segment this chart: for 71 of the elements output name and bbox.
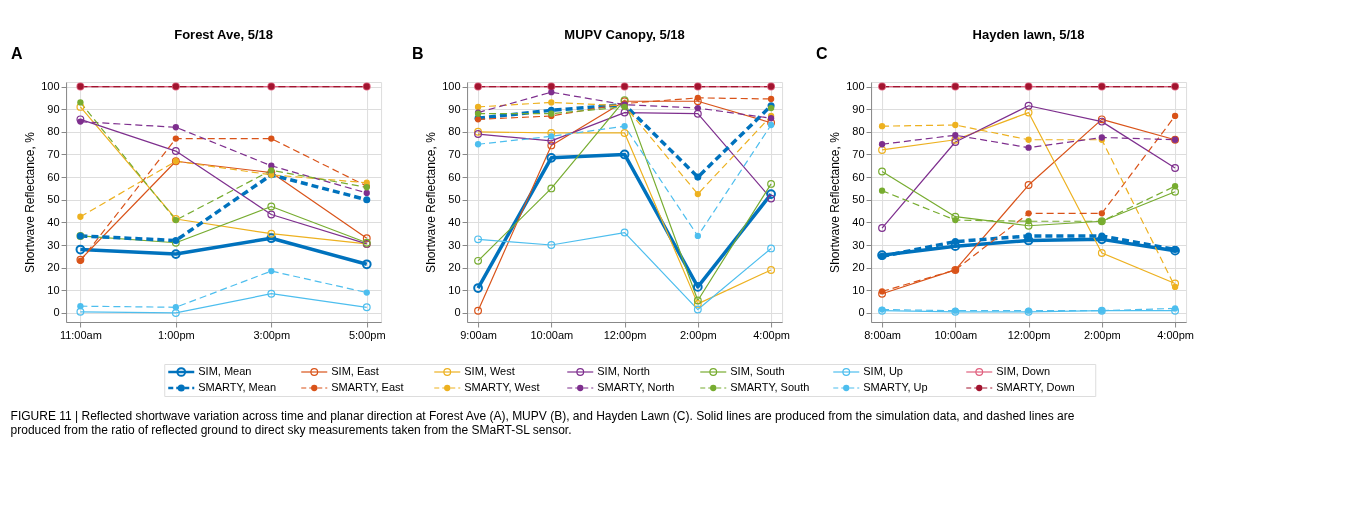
- y-tick-label: 40: [852, 215, 865, 228]
- legend-label: SMARTY, East: [331, 381, 404, 393]
- y-tick-label: 80: [448, 125, 461, 138]
- legend-label: SIM, East: [331, 365, 379, 377]
- y-tick-label: 20: [47, 261, 60, 274]
- y-tick-label: 100: [41, 80, 60, 93]
- y-tick-label: 60: [47, 170, 60, 183]
- chart-title: Hayden lawn, 5/18: [972, 27, 1085, 42]
- x-tick-label: 4:00pm: [1157, 328, 1194, 341]
- y-tick-label: 50: [448, 193, 461, 206]
- chart-title: Forest Ave, 5/18: [174, 27, 273, 42]
- text: B: [412, 45, 424, 62]
- chart-title: MUPV Canopy, 5/18: [564, 27, 685, 42]
- x-tick-label: 1:00pm: [157, 328, 195, 341]
- y-tick-label: 40: [448, 215, 461, 228]
- legend-label: SMARTY, Up: [863, 381, 928, 393]
- y-axis-title: Shortwave Reflectance, %: [23, 131, 38, 273]
- y-tick-label: 90: [448, 102, 461, 115]
- y-tick-label: 20: [448, 261, 461, 274]
- legend-label: SIM, Down: [996, 365, 1051, 377]
- y-tick-label: 10: [852, 283, 865, 296]
- y-tick-label: 80: [852, 125, 865, 138]
- text: C: [816, 45, 829, 62]
- x-tick-label: 5:00pm: [348, 328, 386, 341]
- y-tick-label: 30: [47, 238, 60, 251]
- x-tick-label: 8:00am: [864, 328, 901, 341]
- y-tick-label: 10: [47, 283, 60, 296]
- x-tick-label: 4:00pm: [753, 328, 790, 341]
- legend-label: SMARTY, West: [464, 381, 540, 393]
- legend-label: SMARTY, North: [597, 381, 675, 393]
- caption: FIGURE 11 | Reflected shortwave variation across time and planar direction at Forest Ave (A), MUPV (B), and Hayden Lawn (C). Solid lines are produced from the simulation data, and dashed lines are produced from the ratio of reflected ground to direct sky measurements taken from the SMaRT-SL sensor.: [10, 408, 1075, 437]
- text: A: [11, 45, 24, 62]
- y-tick-label: 40: [47, 215, 60, 228]
- y-tick-label: 70: [448, 147, 461, 160]
- x-tick-label: 12:00pm: [1007, 328, 1051, 341]
- x-tick-label: 12:00pm: [603, 328, 647, 341]
- y-tick-label: 30: [448, 238, 461, 251]
- y-tick-label: 30: [852, 238, 865, 251]
- x-tick-label: 3:00pm: [253, 328, 291, 341]
- y-axis-title: Shortwave Reflectance, %: [424, 131, 439, 273]
- y-tick-label: 100: [442, 80, 461, 93]
- y-tick-label: 50: [852, 193, 865, 206]
- y-tick-label: 100: [846, 80, 865, 93]
- legend-label: SMARTY, Down: [996, 381, 1075, 393]
- y-tick-label: 0: [454, 306, 461, 319]
- legend-label: SIM, South: [730, 365, 785, 377]
- x-tick-label: 2:00pm: [679, 328, 717, 341]
- y-tick-label: 20: [852, 261, 865, 274]
- y-tick-label: 70: [47, 147, 60, 160]
- x-tick-label: 11:00am: [59, 328, 102, 341]
- legend-label: SIM, West: [464, 365, 515, 377]
- y-axis-title: Shortwave Reflectance, %: [828, 131, 843, 273]
- legend-label: SIM, Mean: [198, 365, 252, 377]
- x-tick-label: 10:00am: [934, 328, 978, 341]
- y-tick-label: 0: [858, 306, 865, 319]
- y-tick-label: 80: [47, 125, 60, 138]
- legend-label: SMARTY, Mean: [198, 381, 277, 393]
- y-tick-label: 60: [852, 170, 865, 183]
- x-tick-label: 10:00am: [530, 328, 574, 341]
- legend-label: SMARTY, South: [730, 381, 810, 393]
- y-tick-label: 0: [53, 306, 60, 319]
- y-tick-label: 90: [47, 102, 60, 115]
- y-tick-label: 70: [852, 147, 865, 160]
- y-tick-label: 90: [852, 102, 865, 115]
- x-tick-label: 9:00am: [460, 328, 497, 341]
- legend-label: SIM, Up: [863, 365, 903, 377]
- x-tick-label: 2:00pm: [1083, 328, 1121, 341]
- y-tick-label: 50: [47, 193, 60, 206]
- y-tick-label: 60: [448, 170, 461, 183]
- y-tick-label: 10: [448, 283, 461, 296]
- legend-label: SIM, North: [597, 365, 650, 377]
